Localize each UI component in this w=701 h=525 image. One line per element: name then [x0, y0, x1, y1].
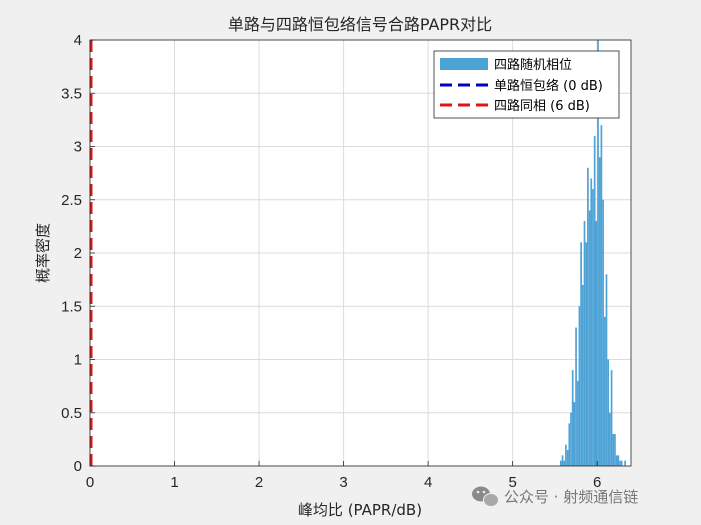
histogram-bar [568, 423, 571, 466]
y-tick-label: 0.5 [61, 405, 82, 422]
y-tick-label: 4 [74, 32, 82, 49]
histogram-bar [590, 178, 593, 466]
watermark: 公众号 · 射频通信链 [472, 486, 638, 507]
y-tick-label: 3.5 [61, 85, 82, 102]
y-tick-label: 2 [74, 245, 82, 262]
histogram-bar [592, 189, 594, 466]
histogram-bar [588, 210, 591, 466]
histogram-bar [595, 221, 598, 466]
y-tick-label: 1 [74, 352, 82, 369]
histogram-bar [605, 274, 608, 466]
histogram-bar [573, 402, 576, 466]
histogram-bar [624, 460, 626, 466]
x-axis-label: 峰均比 (PAPR/dB) [298, 501, 422, 519]
histogram-bar [575, 327, 577, 466]
x-axis-ticks: 0 1 2 3 4 5 6 [86, 461, 601, 491]
histogram-bar [587, 167, 589, 467]
x-tick-label: 4 [424, 474, 432, 491]
histogram-bar [617, 455, 620, 466]
histogram-bar [561, 455, 564, 466]
histogram-bar [571, 370, 574, 466]
y-tick-label: 2.5 [61, 192, 82, 209]
legend-label-single-path: 单路恒包络 (0 dB) [494, 78, 603, 94]
histogram-bar [585, 242, 588, 466]
wechat-icon [472, 486, 499, 507]
histogram-bar [566, 450, 569, 466]
histogram-bar [619, 460, 621, 466]
histogram-bar [559, 460, 562, 466]
y-tick-label: 1.5 [61, 298, 82, 315]
x-tick-label: 5 [508, 474, 516, 491]
legend-swatch-histogram [440, 58, 488, 70]
y-tick-label: 0 [74, 458, 82, 475]
histogram-bar [597, 40, 599, 466]
histogram-bar [607, 359, 610, 466]
y-tick-label: 3 [74, 139, 82, 156]
histogram-bar [614, 434, 616, 466]
x-tick-label: 6 [593, 474, 601, 491]
x-tick-label: 0 [86, 474, 94, 491]
histogram-bar [576, 380, 579, 466]
y-axis-label: 概率密度 [34, 223, 52, 283]
y-axis-ticks: 0 0.5 1 1.5 2 2.5 3 3.5 4 [61, 32, 95, 475]
histogram-bar [620, 460, 623, 466]
histogram-bar [593, 135, 596, 466]
histogram-bar [615, 455, 618, 466]
watermark-text: 公众号 · 射频通信链 [504, 488, 638, 506]
x-tick-label: 3 [339, 474, 347, 491]
legend-label-in-phase: 四路同相 (6 dB) [494, 98, 590, 114]
x-tick-label: 1 [170, 474, 178, 491]
histogram-bar [565, 444, 567, 466]
histogram-bar [581, 284, 584, 466]
histogram-bar [609, 412, 611, 466]
histogram-bar [600, 125, 603, 466]
histogram-bar [598, 157, 601, 466]
chart-title: 单路与四路恒包络信号合路PAPR对比 [228, 15, 492, 34]
legend: 四路随机相位 单路恒包络 (0 dB) 四路同相 (6 dB) [433, 50, 620, 119]
histogram-bars [559, 40, 626, 467]
x-tick-label: 2 [255, 474, 263, 491]
histogram-bar [603, 316, 606, 466]
histogram-bar [578, 306, 581, 466]
histogram-bar [570, 412, 572, 466]
histogram-bar [563, 460, 566, 466]
histogram-bar [610, 370, 613, 466]
histogram-bar [580, 242, 582, 466]
histogram-bar [583, 221, 586, 466]
legend-label-histogram: 四路随机相位 [494, 57, 572, 73]
histogram-bar [602, 199, 604, 466]
histogram-bar [612, 434, 615, 466]
